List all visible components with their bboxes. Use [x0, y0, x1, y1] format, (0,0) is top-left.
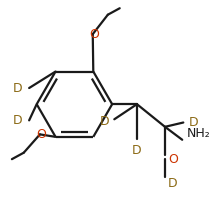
Text: D: D	[13, 114, 23, 127]
Text: D: D	[168, 178, 178, 191]
Text: D: D	[99, 115, 109, 128]
Text: D: D	[132, 144, 142, 157]
Text: O: O	[89, 28, 99, 41]
Text: D: D	[189, 116, 198, 129]
Text: D: D	[13, 82, 23, 95]
Text: O: O	[168, 153, 178, 166]
Text: O: O	[36, 128, 46, 141]
Text: NH₂: NH₂	[187, 127, 211, 140]
